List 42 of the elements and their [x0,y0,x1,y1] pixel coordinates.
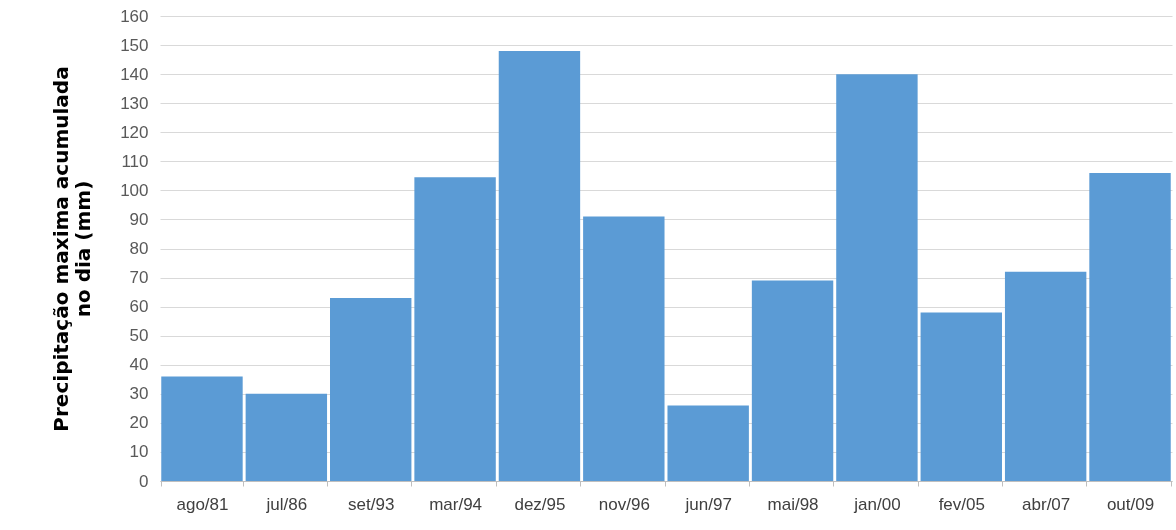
x-tick-label: abr/07 [1022,494,1071,514]
y-axis-title: Precipitação maxima acumulada no dia (mm) [49,66,96,432]
y-tick-label: 150 [120,35,149,55]
x-tick-label: jan/00 [853,494,901,514]
x-tick-label: mai/98 [767,494,819,514]
y-tick-label: 80 [129,239,149,258]
bar [1004,271,1087,481]
bar [1089,172,1171,481]
bar [920,312,1002,481]
y-tick-label: 100 [120,180,149,200]
bar [667,405,749,481]
x-tick-label: out/09 [1106,494,1155,514]
x-tick-label: dez/95 [514,494,566,514]
y-tick-label: 0 [139,471,149,491]
x-tick-label: jun/97 [684,494,732,514]
x-tick-label: ago/81 [176,494,229,514]
y-tick-label: 90 [129,209,149,229]
bar [330,297,412,481]
bar [751,280,834,481]
x-tick-label: nov/96 [598,494,650,514]
x-tick-label: fev/05 [938,494,985,514]
y-tick-label: 60 [129,297,149,317]
bar [161,376,243,481]
y-tick-label: 110 [121,151,149,171]
y-tick-label: 30 [129,384,149,404]
y-tick-label: 70 [129,268,149,288]
y-tick-label: 140 [120,64,149,84]
bar [836,74,918,481]
x-tick-label: jul/86 [265,494,308,514]
y-tick-label: 10 [129,442,149,462]
y-tick-label: 50 [129,326,149,346]
y-tick-label: 20 [129,413,149,433]
y-tick-label: 40 [129,355,149,375]
bar [583,216,665,481]
bar [498,50,581,481]
y-tick-label: 120 [120,122,149,142]
bar [245,393,328,481]
bar [414,177,496,481]
y-tick-label: 160 [120,6,149,26]
x-tick-label: set/93 [348,494,395,514]
x-tick-label: mar/94 [429,494,483,514]
y-tick-label: 130 [120,93,149,113]
